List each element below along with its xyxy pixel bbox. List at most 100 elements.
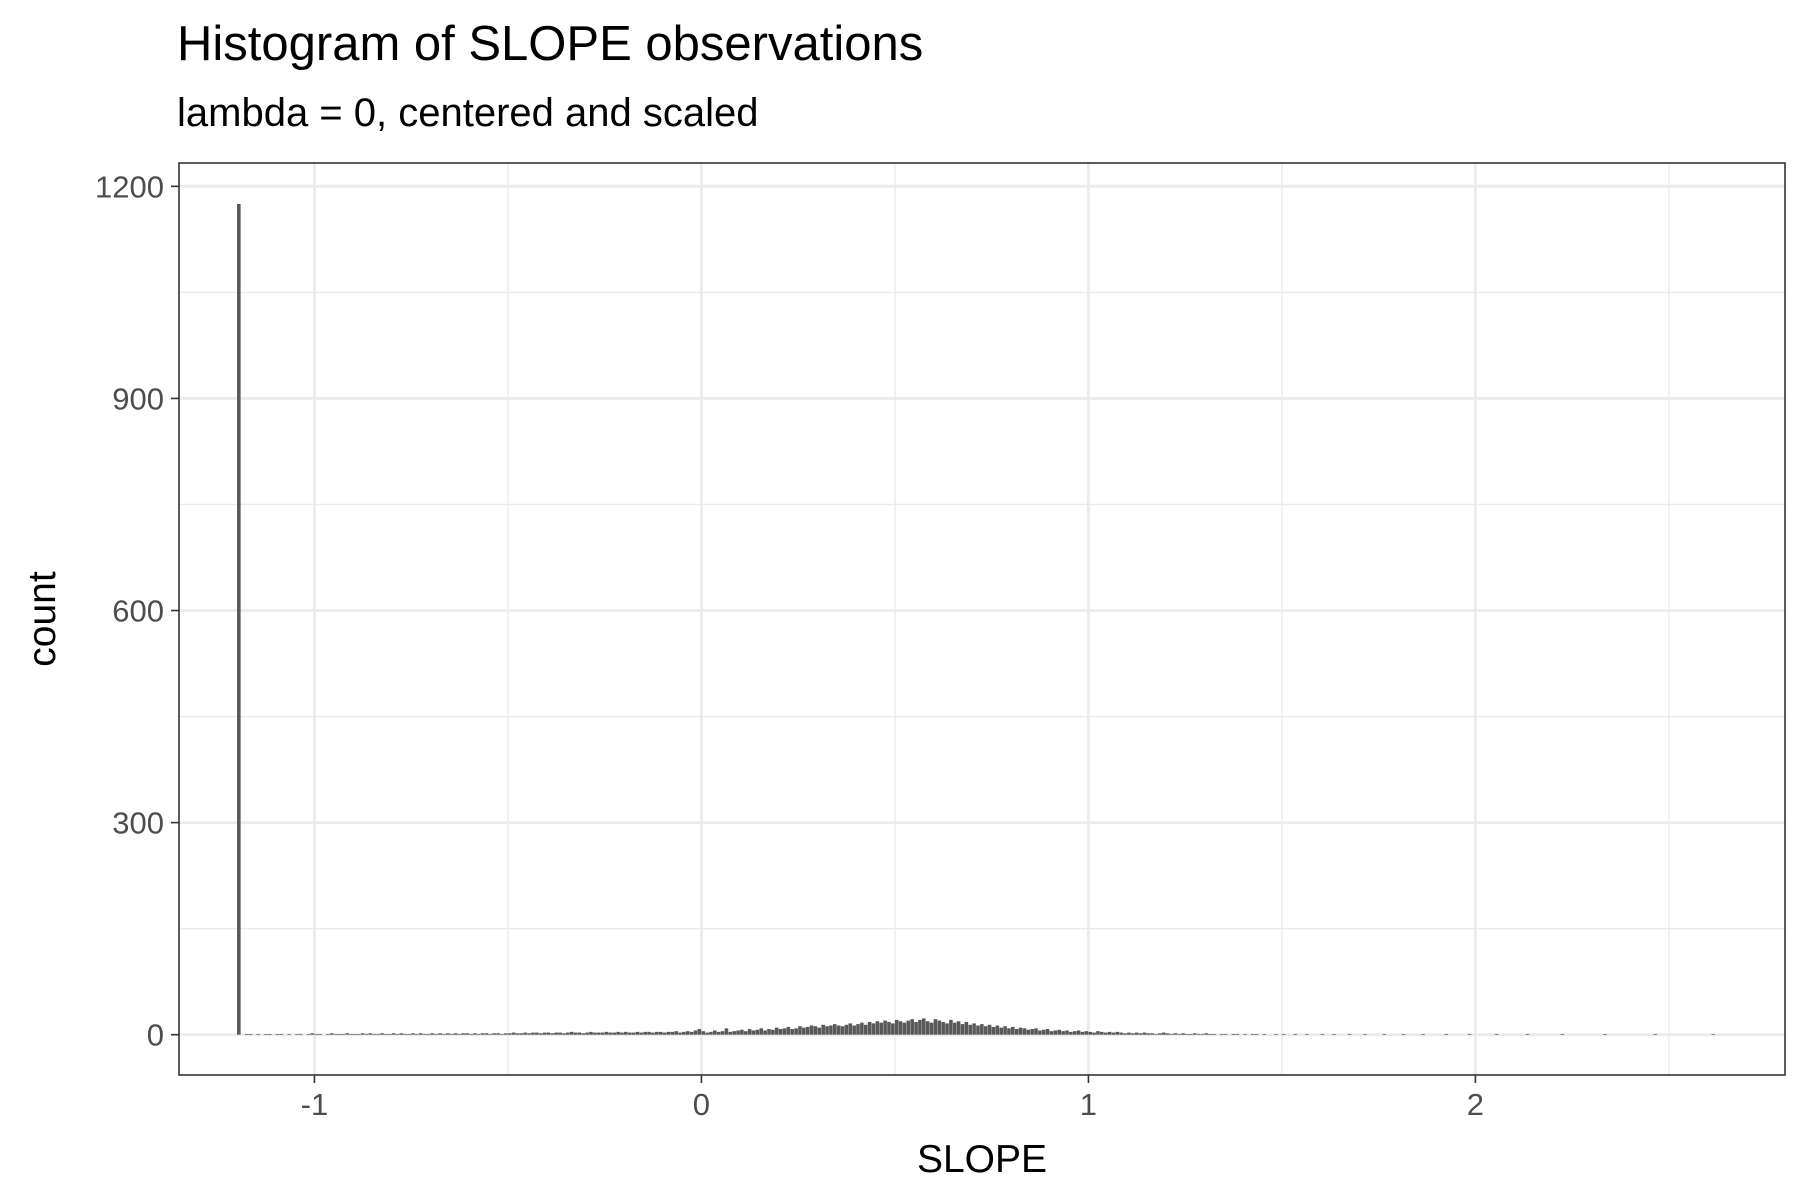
histogram-bar — [782, 1028, 787, 1035]
histogram-bar — [751, 1030, 756, 1035]
histogram-bar — [829, 1025, 833, 1035]
histogram-bar — [1092, 1032, 1096, 1035]
histogram-bar — [1560, 1033, 1565, 1035]
histogram-bar — [736, 1030, 740, 1035]
histogram-bar — [403, 1033, 408, 1035]
histogram-bar — [616, 1031, 620, 1035]
histogram-bar — [1065, 1030, 1069, 1035]
histogram-bar — [430, 1033, 435, 1035]
histogram-bar — [1181, 1033, 1185, 1035]
histogram-bar — [620, 1032, 624, 1035]
histogram-bar — [871, 1023, 876, 1035]
histogram-bar — [314, 1033, 319, 1035]
y-axis-title: count — [21, 571, 64, 667]
histogram-bar — [960, 1024, 965, 1035]
histogram-bar — [1130, 1033, 1135, 1035]
histogram-bar — [658, 1031, 663, 1035]
x-axis-title: SLOPE — [917, 1138, 1047, 1181]
histogram-bar — [523, 1032, 527, 1035]
histogram-bar — [1154, 1033, 1158, 1035]
histogram-bar — [1173, 1033, 1178, 1035]
histogram-bar — [674, 1031, 678, 1035]
histogram-bar — [1332, 1033, 1336, 1035]
histogram-bar — [1382, 1033, 1387, 1035]
histogram-bar — [1231, 1033, 1236, 1035]
histogram-bar — [1208, 1033, 1212, 1035]
histogram-bar — [705, 1032, 709, 1035]
y-tick-label: 900 — [112, 381, 164, 416]
histogram-bar — [345, 1033, 349, 1035]
histogram-bar — [461, 1033, 466, 1035]
histogram-bar — [600, 1032, 605, 1035]
histogram-bar — [983, 1026, 988, 1035]
plot-panel-border — [178, 162, 1786, 1076]
histogram-bar — [1100, 1031, 1104, 1035]
histogram-bar — [929, 1022, 934, 1035]
histogram-bar — [1204, 1033, 1209, 1035]
histogram-bar — [1165, 1033, 1170, 1035]
histogram-bar — [821, 1024, 825, 1035]
histogram-bar — [326, 1033, 330, 1035]
histogram-bar — [395, 1033, 400, 1035]
histogram-bar — [318, 1033, 322, 1035]
histogram-bar — [852, 1025, 856, 1035]
histogram-bar — [333, 1033, 338, 1035]
histogram-bar — [1022, 1028, 1027, 1035]
histogram-bar — [945, 1023, 949, 1035]
histogram-bar — [596, 1032, 601, 1035]
y-tick-label: 300 — [112, 806, 164, 841]
histogram-bar — [237, 204, 241, 1035]
histogram-bar — [678, 1032, 682, 1035]
histogram-bar — [744, 1031, 748, 1035]
histogram-bar — [531, 1032, 535, 1035]
histogram-bar — [399, 1033, 404, 1035]
histogram-bar — [542, 1032, 547, 1035]
histogram-bar — [987, 1024, 992, 1035]
histogram-bar — [573, 1032, 578, 1035]
histogram-bar — [1119, 1032, 1123, 1035]
histogram-bar — [902, 1022, 907, 1035]
histogram-bar — [295, 1033, 299, 1035]
histogram-bar — [484, 1033, 489, 1035]
histogram-bar — [554, 1032, 558, 1035]
histogram-bar — [763, 1030, 767, 1035]
histogram-bar — [883, 1020, 887, 1035]
histogram-bar — [666, 1031, 671, 1035]
histogram-bar — [952, 1022, 957, 1035]
histogram-bar — [306, 1033, 311, 1035]
histogram-bar — [910, 1019, 914, 1035]
histogram-bar — [747, 1029, 752, 1035]
plot-panel — [179, 163, 1785, 1075]
histogram-bar — [1254, 1033, 1259, 1035]
histogram-bar — [558, 1032, 562, 1035]
histogram-bar — [1146, 1033, 1151, 1035]
histogram-bar — [624, 1031, 628, 1035]
histogram-bar — [995, 1025, 1000, 1035]
histogram-bar — [867, 1021, 872, 1035]
histogram-bar — [774, 1027, 779, 1035]
histogram-bar — [670, 1031, 675, 1035]
histogram-bar — [380, 1033, 384, 1035]
histogram-bar — [1134, 1032, 1139, 1035]
histogram-bar — [1185, 1033, 1189, 1035]
histogram-bar — [662, 1032, 667, 1035]
histogram-bar — [1243, 1033, 1247, 1035]
histogram-bar — [972, 1023, 976, 1035]
histogram-bar — [682, 1031, 686, 1035]
y-tick-label: 0 — [147, 1018, 164, 1053]
histogram-bar — [434, 1033, 438, 1035]
histogram-bar — [1007, 1028, 1011, 1035]
histogram-bar — [476, 1033, 481, 1035]
histogram-bar — [1069, 1031, 1073, 1035]
histogram-bar — [863, 1024, 868, 1035]
histogram-bar — [848, 1023, 853, 1035]
histogram-bar — [898, 1021, 903, 1035]
histogram-bar — [364, 1033, 369, 1035]
histogram-bar — [1200, 1033, 1205, 1035]
histogram-bar — [639, 1032, 644, 1035]
histogram-bar — [786, 1026, 791, 1035]
histogram-bar — [515, 1033, 520, 1035]
histogram-bar — [693, 1030, 698, 1035]
histogram-bar — [593, 1032, 597, 1035]
histogram-bar — [1045, 1029, 1050, 1035]
